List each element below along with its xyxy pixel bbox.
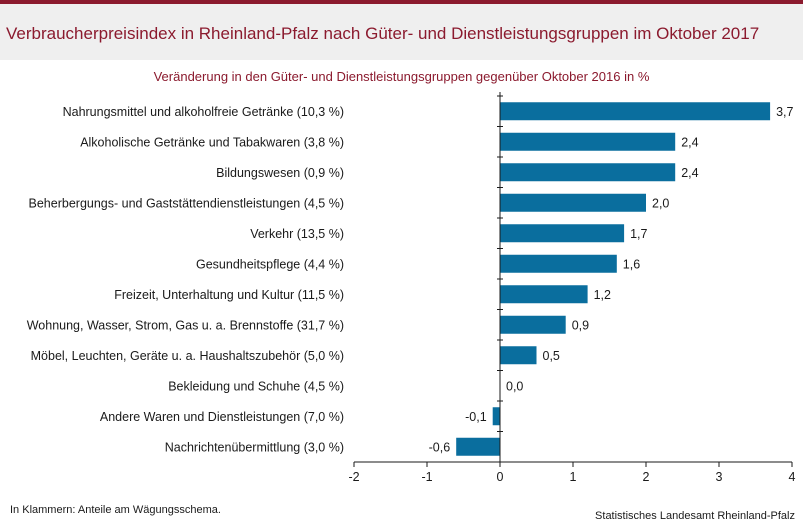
category-label: Gesundheitspflege (4,4 %) <box>196 257 344 271</box>
bar <box>500 315 566 334</box>
data-label: 2,4 <box>681 166 698 180</box>
bar <box>500 163 676 182</box>
x-tick-label: 4 <box>789 470 796 484</box>
data-label: 2,0 <box>652 196 669 210</box>
category-label: Nachrichtenübermittlung (3,0 %) <box>165 440 344 454</box>
category-label: Möbel, Leuchten, Geräte u. a. Haushaltsz… <box>31 349 344 363</box>
data-label: 1,2 <box>594 288 611 302</box>
chart-subtitle: Veränderung in den Güter- und Dienstleis… <box>153 69 650 84</box>
title-bar: Verbraucherpreisindex in Rheinland-Pfalz… <box>0 4 803 60</box>
category-label: Verkehr (13,5 %) <box>250 227 344 241</box>
x-tick-label: 2 <box>643 470 650 484</box>
bar <box>500 224 625 243</box>
category-label: Andere Waren und Dienstleistungen (7,0 %… <box>100 410 344 424</box>
bar <box>492 407 500 426</box>
data-label: 2,4 <box>681 135 698 149</box>
category-label: Bildungswesen (0,9 %) <box>216 166 344 180</box>
category-label: Alkoholische Getränke und Tabakwaren (3,… <box>80 135 344 149</box>
data-label: 1,6 <box>623 257 640 271</box>
x-tick-label: 1 <box>570 470 577 484</box>
x-tick-label: 3 <box>716 470 723 484</box>
bar <box>500 132 676 151</box>
top-accent-rule <box>0 0 803 4</box>
bar <box>500 254 617 273</box>
source-credit: Statistisches Landesamt Rheinland-Pfalz <box>595 510 795 522</box>
bar <box>500 193 646 212</box>
bar <box>500 102 771 121</box>
bar <box>500 346 537 365</box>
category-label: Nahrungsmittel und alkoholfreie Getränke… <box>63 105 344 119</box>
bar <box>456 437 500 456</box>
data-label: 0,9 <box>572 318 589 332</box>
data-label: -0,6 <box>429 440 451 454</box>
category-label: Freizeit, Unterhaltung und Kultur (11,5 … <box>114 288 344 302</box>
data-label: 1,7 <box>630 227 647 241</box>
category-label: Bekleidung und Schuhe (4,5 %) <box>168 379 344 393</box>
x-tick-label: -2 <box>348 470 359 484</box>
x-tick-label: 0 <box>497 470 504 484</box>
category-label: Wohnung, Wasser, Strom, Gas u. a. Brenns… <box>27 318 344 332</box>
footnote: In Klammern: Anteile am Wägungsschema. <box>10 504 221 516</box>
bar <box>500 285 588 304</box>
data-label: 3,7 <box>776 105 793 119</box>
chart-title: Verbraucherpreisindex in Rheinland-Pfalz… <box>6 24 760 43</box>
x-tick-label: -1 <box>421 470 432 484</box>
category-label: Beherbergungs- und Gaststättendienstleis… <box>29 196 344 210</box>
data-label: 0,5 <box>543 349 560 363</box>
data-label: -0,1 <box>465 410 487 424</box>
data-label: 0,0 <box>506 379 523 393</box>
